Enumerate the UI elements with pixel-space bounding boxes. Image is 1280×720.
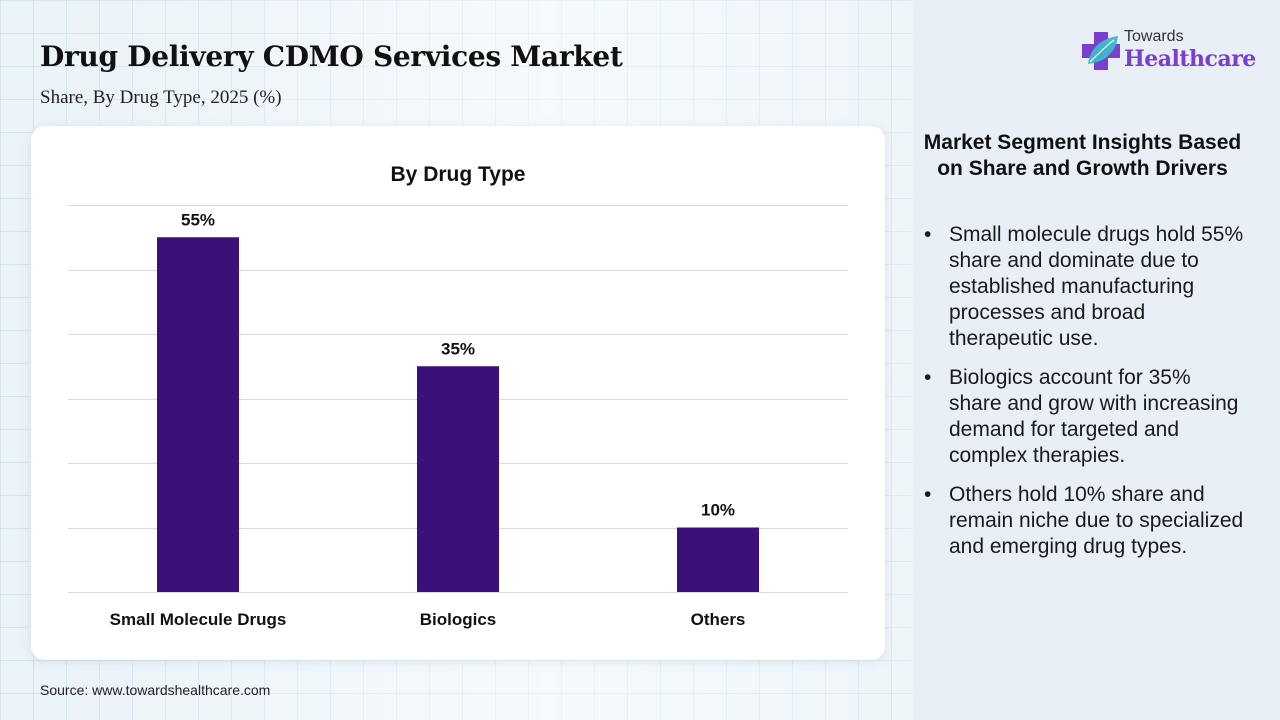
bullet-icon: • [924, 223, 932, 246]
x-tick-label: Biologics [420, 610, 497, 629]
chart-title: By Drug Type [391, 163, 526, 186]
bar-others [677, 527, 759, 592]
insight-item: • Biologics account for 35% share and gro… [924, 365, 1244, 469]
medical-cross-leaf-icon [1082, 32, 1120, 70]
bars [157, 237, 759, 592]
bar-small-molecule-drugs [157, 237, 239, 592]
data-labels: 55% 35% 10% [181, 210, 735, 519]
x-tick-label: Others [691, 610, 746, 629]
page-subtitle: Share, By Drug Type, 2025 (%) [40, 87, 282, 108]
bar-biologics [417, 366, 499, 592]
insight-item: • Others hold 10% share and remain niche … [924, 482, 1244, 560]
bullet-icon: • [924, 483, 932, 506]
data-label: 35% [441, 339, 475, 358]
insights-title: Market Segment Insights Based on Share a… [923, 131, 1242, 180]
data-label: 10% [701, 501, 735, 520]
insights-list: • Small molecule drugs hold 55% share and… [924, 222, 1244, 573]
data-label: 55% [181, 210, 215, 229]
insight-text: Biologics account for 35% share and grow… [949, 366, 1239, 467]
brand-logo: Towards Healthcare [1080, 26, 1260, 82]
logo-text-healthcare: Healthcare [1124, 46, 1256, 72]
insights-panel [913, 0, 1280, 720]
chart-card: By Drug Type 55% 35% 10% Small Molecule Dr… [31, 126, 885, 660]
bar-chart: By Drug Type 55% 35% 10% Small Molecule Dr… [68, 163, 848, 629]
bullet-icon: • [924, 366, 932, 389]
insight-item: • Small molecule drugs hold 55% share and… [924, 222, 1244, 352]
insight-text: Small molecule drugs hold 55% share and … [949, 223, 1244, 350]
page-title: Drug Delivery CDMO Services Market [40, 40, 623, 73]
x-tick-label: Small Molecule Drugs [110, 610, 287, 629]
logo-text-towards: Towards [1124, 28, 1184, 45]
insight-text: Others hold 10% share and remain niche d… [949, 483, 1244, 558]
x-axis-tick-labels: Small Molecule Drugs Biologics Others [110, 610, 746, 629]
source-note: Source: www.towardshealthcare.com [40, 682, 271, 698]
